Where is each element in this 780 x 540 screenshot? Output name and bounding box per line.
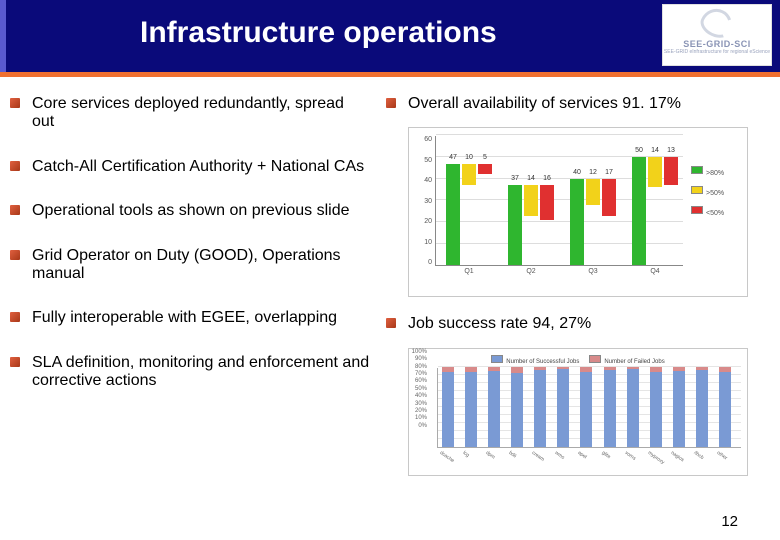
bullet-icon	[10, 98, 22, 110]
bullet-text: Catch-All Certification Authority + Nati…	[32, 158, 364, 176]
bar: 17	[602, 179, 616, 216]
bullet-icon	[10, 357, 22, 369]
job-success-chart: Number of Successful JobsNumber of Faile…	[408, 348, 748, 476]
bar: 10	[462, 164, 476, 186]
bullet-icon	[10, 250, 22, 262]
bullet-item: Catch-All Certification Authority + Nati…	[10, 158, 370, 176]
page-number: 12	[721, 513, 738, 530]
bullet-item: Job success rate 94, 27%	[386, 315, 766, 333]
bullet-text: Grid Operator on Duty (GOOD), Operations…	[32, 247, 370, 284]
page-title: Infrastructure operations	[140, 16, 497, 50]
bullet-item: Core services deployed redundantly, spre…	[10, 95, 370, 132]
bullet-icon	[10, 161, 22, 173]
bar: 12	[586, 179, 600, 205]
bar: 16	[540, 185, 554, 220]
bar: 50	[632, 157, 646, 265]
project-logo: SEE-GRID-SCI SEE-GRID eInfrastructure fo…	[662, 4, 772, 66]
logo-subtitle: SEE-GRID eInfrastructure for regional eS…	[663, 49, 771, 55]
bar: 13	[664, 157, 678, 185]
bullet-text: Overall availability of services 91. 17%	[408, 95, 681, 113]
logo-swirl-icon	[697, 4, 738, 43]
bullet-item: SLA definition, monitoring and enforceme…	[10, 354, 370, 391]
bar: 14	[524, 185, 538, 215]
bullet-icon	[10, 312, 22, 324]
bullet-item: Grid Operator on Duty (GOOD), Operations…	[10, 247, 370, 284]
bar: 5	[478, 164, 492, 175]
chart-legend: >80%>50%<50%	[683, 136, 741, 290]
bullet-item: Operational tools as shown on previous s…	[10, 202, 370, 220]
bar: 37	[508, 185, 522, 265]
bullet-icon	[386, 318, 398, 330]
bullet-text: Fully interoperable with EGEE, overlappi…	[32, 309, 337, 327]
availability-chart: 605040302010047105Q1371416Q2401217Q35014…	[408, 127, 748, 297]
bullet-text: Operational tools as shown on previous s…	[32, 202, 350, 220]
bar: 40	[570, 179, 584, 266]
bullet-text: Core services deployed redundantly, spre…	[32, 95, 370, 132]
content-area: Core services deployed redundantly, spre…	[0, 77, 780, 476]
bar: 14	[648, 157, 662, 187]
bullet-item: Fully interoperable with EGEE, overlappi…	[10, 309, 370, 327]
bullet-text: Job success rate 94, 27%	[408, 315, 591, 333]
bullet-item: Overall availability of services 91. 17%	[386, 95, 766, 113]
logo-text: SEE-GRID-SCI	[663, 39, 771, 49]
left-column: Core services deployed redundantly, spre…	[10, 95, 370, 476]
header-band: Infrastructure operations SEE-GRID-SCI S…	[0, 0, 780, 72]
bullet-icon	[386, 98, 398, 110]
bullet-icon	[10, 205, 22, 217]
right-column: Overall availability of services 91. 17%…	[386, 95, 766, 476]
bullet-text: SLA definition, monitoring and enforceme…	[32, 354, 370, 391]
bar: 47	[446, 164, 460, 266]
